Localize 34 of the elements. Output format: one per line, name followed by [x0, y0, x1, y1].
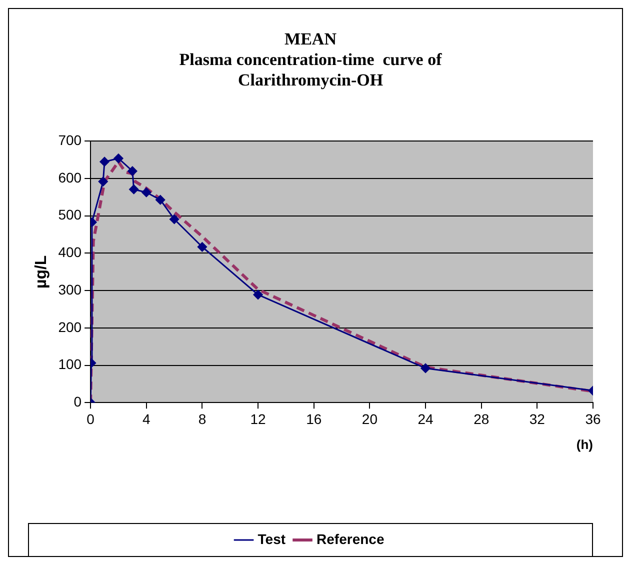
legend-label: Test: [258, 530, 286, 547]
x-tick-label: 16: [306, 410, 322, 427]
x-tick-label: 24: [418, 410, 434, 427]
point: [114, 154, 124, 164]
y-tick-label: 200: [58, 318, 82, 335]
x-tick-label: 32: [529, 410, 546, 427]
y-tick-label: 700: [58, 132, 82, 148]
point: [197, 242, 207, 252]
y-tick-label: 400: [58, 244, 82, 260]
x-tick-label: 36: [585, 410, 601, 427]
point: [128, 166, 138, 176]
x-tick-label: 20: [362, 410, 378, 427]
x-tick-label: 0: [86, 410, 95, 427]
x-tick-label: 8: [198, 410, 206, 427]
point: [100, 156, 110, 166]
point: [253, 290, 263, 300]
y-tick-label: 300: [58, 281, 82, 298]
point: [170, 214, 180, 224]
y-tick-label: 600: [58, 169, 82, 186]
x-tick-label: 12: [250, 410, 266, 427]
y-tick-label: 0: [74, 393, 82, 410]
x-tick-label: 4: [142, 410, 150, 427]
x-axis-title: (h): [576, 436, 593, 452]
chart-title: MEAN Plasma concentration-time curve of Clarithromycin-OH: [179, 30, 442, 90]
point: [142, 188, 152, 198]
x-tick-label: 28: [474, 410, 490, 427]
y-tick-label: 500: [58, 206, 82, 223]
y-axis-title: µg/L: [33, 255, 50, 289]
point: [98, 176, 108, 186]
point: [156, 195, 166, 205]
legend-label: Reference: [316, 530, 384, 547]
point: [129, 184, 139, 194]
y-tick-label: 100: [58, 356, 82, 372]
point: [420, 363, 430, 373]
